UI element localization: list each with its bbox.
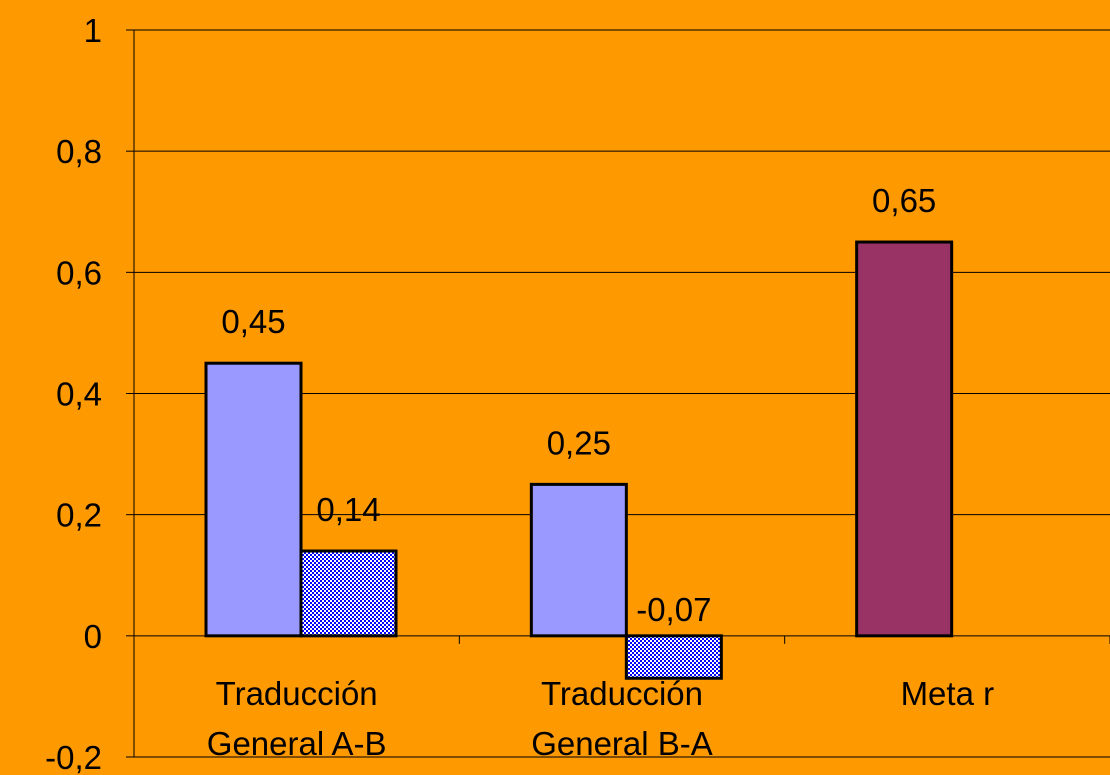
bars xyxy=(204,240,954,680)
category-labels: Traducción General A-B Traducción General B… xyxy=(207,675,994,762)
data-label: 0,45 xyxy=(221,303,285,340)
y-tick-label: 0,6 xyxy=(56,254,102,291)
category-label: General B-A xyxy=(531,725,713,762)
bar xyxy=(529,482,628,638)
y-tick-label: 0,4 xyxy=(56,376,102,413)
bar xyxy=(624,634,723,680)
data-label: 0,14 xyxy=(316,491,380,528)
data-label: -0,07 xyxy=(636,591,711,628)
y-tick-labels: -0,2 0 0,2 0,4 0,6 0,8 1 xyxy=(45,12,102,775)
bar xyxy=(855,240,954,638)
category-label: Meta r xyxy=(901,675,995,712)
y-tick-label: 0,8 xyxy=(56,133,102,170)
y-tick-label: -0,2 xyxy=(45,739,102,775)
data-labels: 0,45 0,14 0,25 -0,07 0,65 xyxy=(221,182,936,628)
category-label: Traducción xyxy=(216,675,378,712)
data-label: 0,25 xyxy=(547,424,611,461)
y-tick-label: 0 xyxy=(84,618,102,655)
y-tick-label: 0,2 xyxy=(56,497,102,534)
data-label: 0,65 xyxy=(872,182,936,219)
category-label: General A-B xyxy=(207,725,387,762)
bar xyxy=(299,549,398,638)
category-label: Traducción xyxy=(541,675,703,712)
y-tick-label: 1 xyxy=(84,12,102,49)
bar xyxy=(204,361,303,638)
